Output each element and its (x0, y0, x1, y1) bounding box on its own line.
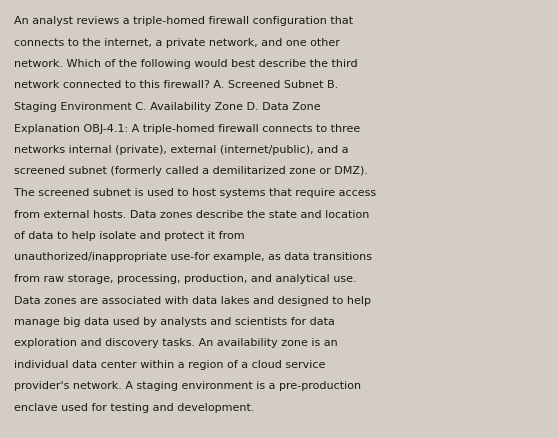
Text: connects to the internet, a private network, and one other: connects to the internet, a private netw… (14, 37, 340, 47)
Text: Data zones are associated with data lakes and designed to help: Data zones are associated with data lake… (14, 295, 371, 305)
Text: The screened subnet is used to host systems that require access: The screened subnet is used to host syst… (14, 187, 376, 198)
Text: manage big data used by analysts and scientists for data: manage big data used by analysts and sci… (14, 316, 335, 326)
Text: Explanation OBJ-4.1: A triple-homed firewall connects to three: Explanation OBJ-4.1: A triple-homed fire… (14, 123, 360, 133)
Text: provider's network. A staging environment is a pre-production: provider's network. A staging environmen… (14, 381, 361, 391)
Text: screened subnet (formerly called a demilitarized zone or DMZ).: screened subnet (formerly called a demil… (14, 166, 368, 176)
Text: network. Which of the following would best describe the third: network. Which of the following would be… (14, 59, 358, 69)
Text: exploration and discovery tasks. An availability zone is an: exploration and discovery tasks. An avai… (14, 338, 338, 348)
Text: from raw storage, processing, production, and analytical use.: from raw storage, processing, production… (14, 273, 357, 283)
Text: An analyst reviews a triple-homed firewall configuration that: An analyst reviews a triple-homed firewa… (14, 16, 353, 26)
Text: enclave used for testing and development.: enclave used for testing and development… (14, 402, 254, 412)
Text: individual data center within a region of a cloud service: individual data center within a region o… (14, 359, 325, 369)
Text: unauthorized/inappropriate use-for example, as data transitions: unauthorized/inappropriate use-for examp… (14, 252, 372, 262)
Text: Staging Environment C. Availability Zone D. Data Zone: Staging Environment C. Availability Zone… (14, 102, 321, 112)
Text: networks internal (private), external (internet/public), and a: networks internal (private), external (i… (14, 145, 349, 155)
Text: of data to help isolate and protect it from: of data to help isolate and protect it f… (14, 230, 244, 240)
Text: from external hosts. Data zones describe the state and location: from external hosts. Data zones describe… (14, 209, 369, 219)
Text: network connected to this firewall? A. Screened Subnet B.: network connected to this firewall? A. S… (14, 80, 338, 90)
